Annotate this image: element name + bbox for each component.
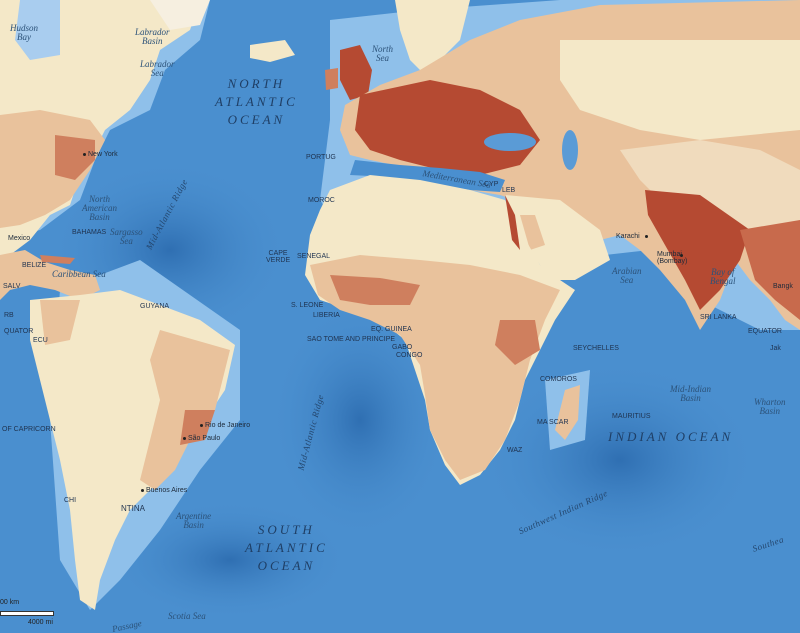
label-north-american-basin: North American Basin [82,194,117,222]
land-ireland [325,68,338,90]
land-cuba [40,255,75,264]
label-comoros: COMOROS [540,376,577,383]
label-liberia: LIBERIA [313,312,340,319]
label-morocco: MOROC [308,197,335,204]
label-tropic-capricorn: OF CAPRICORN [2,426,56,433]
land-iceland [250,40,295,62]
label-caribbean: Caribbean Sea [52,269,106,279]
land-africa-pop [310,255,560,480]
label-senegal: SENEGAL [297,253,331,260]
label-north-atlantic: NORTH ATLANTIC OCEAN [215,76,298,127]
label-mexico: Mexico [8,235,31,242]
land-britain [340,45,372,100]
scale-mi-label: 4000 mi [28,619,53,626]
label-bahamas: BAHAMAS [72,229,107,236]
land-india [645,190,750,310]
deep-basin [270,300,450,540]
city-dot-sao-paulo [183,437,186,440]
land-east-africa-dense [495,320,540,365]
label-north-sea: North Sea [372,44,394,63]
label-equator-west: QUATOR [4,328,34,335]
land-europe-dense [355,80,540,175]
label-belize: BELIZE [22,262,47,269]
label-sierra-leone: S. LEONE [291,302,324,309]
mediterranean-sea [350,160,505,192]
land-madagascar [555,385,580,440]
label-congo: CONGO [396,352,423,359]
land-arabia-pop [520,215,545,250]
land-andes-north [40,300,80,345]
label-cape-verde: CAPE VERDE [266,250,291,264]
label-buenos-aires: Buenos Aires [146,487,188,494]
label-arabian-sea: Arabian Sea [612,266,642,285]
label-equator-east: EQUATOR [748,328,782,335]
label-lebanon: LEB [502,187,516,194]
label-south-atlantic: SOUTH ATLANTIC OCEAN [245,522,328,573]
label-mauritius: MAURITIUS [612,413,651,420]
label-salvador: SALV [3,283,21,290]
label-seychelles: SEYCHELLES [573,345,619,352]
scale-bar: 00 km 4000 mi [0,599,60,629]
label-sri-lanka: SRI LANKA [700,314,737,321]
label-hudson-bay: Hudson Bay [10,23,39,42]
label-new-york: New York [88,151,118,158]
label-portugal: PORTUG [306,154,336,161]
land-west-africa-dense [330,275,420,305]
land-southeast-asia [740,220,800,320]
black-sea [484,133,536,151]
label-sao-paulo: São Paulo [188,435,221,442]
label-chile: CHI [64,497,77,504]
land-central-asia [620,140,800,250]
label-sargasso: Sargasso Sea [110,227,143,246]
label-mumbai: Mumbai (Bombay) [657,251,688,265]
land-north-america-dense [55,135,95,180]
land-siberia [560,40,800,140]
label-sao-tome: SAO TOME AND PRINCIPE [307,336,396,343]
label-mid-indian-basin: Mid-Indian Basin [670,384,711,403]
city-dot-buenos-aires [141,489,144,492]
label-rb: RB [4,312,14,319]
land-greenland [150,0,210,30]
label-rio: Rio de Janeiro [205,422,251,429]
label-swaziland: WAZ [507,447,523,454]
label-karachi: Karachi [616,233,640,240]
city-dot-rio [200,424,203,427]
scale-bar-graphic [0,611,54,616]
land-scandinavia [395,0,470,75]
deep-basin [110,500,350,620]
label-bay-of-bengal: Bay of Bengal [710,267,736,286]
label-argentina: NTINA [121,504,145,513]
city-dot-karachi [645,235,648,238]
scale-km-label: 00 km [0,599,20,606]
label-scotia-sea: Scotia Sea [168,611,206,621]
label-bangkok: Bangk [773,283,793,290]
city-dot-mumbai [680,254,683,257]
label-cyprus: CYP [484,181,499,188]
land-nile [505,195,520,250]
hudson-bay [15,0,60,60]
label-gabon: GABO [392,344,413,351]
label-labrador-basin: Labrador Basin [135,27,170,46]
land-brazil-southeast [180,410,215,445]
label-argentine-basin: Argentine Basin [176,511,212,530]
label-guyana: GUYANA [140,303,170,310]
label-wharton-basin: Wharton Basin [754,397,786,416]
label-labrador-sea: Labrador Sea [140,59,175,78]
caspian-sea [562,130,578,170]
land-central-america [0,250,100,300]
label-jakarta: Jak [770,345,781,352]
city-dot-new-york [83,153,86,156]
label-eq-guinea: EQ. GUINEA [371,326,412,333]
label-indian-ocean: INDIAN OCEAN [608,429,734,444]
label-madagascar: MA SCAR [537,419,569,426]
label-ecuador: ECU [33,337,48,344]
